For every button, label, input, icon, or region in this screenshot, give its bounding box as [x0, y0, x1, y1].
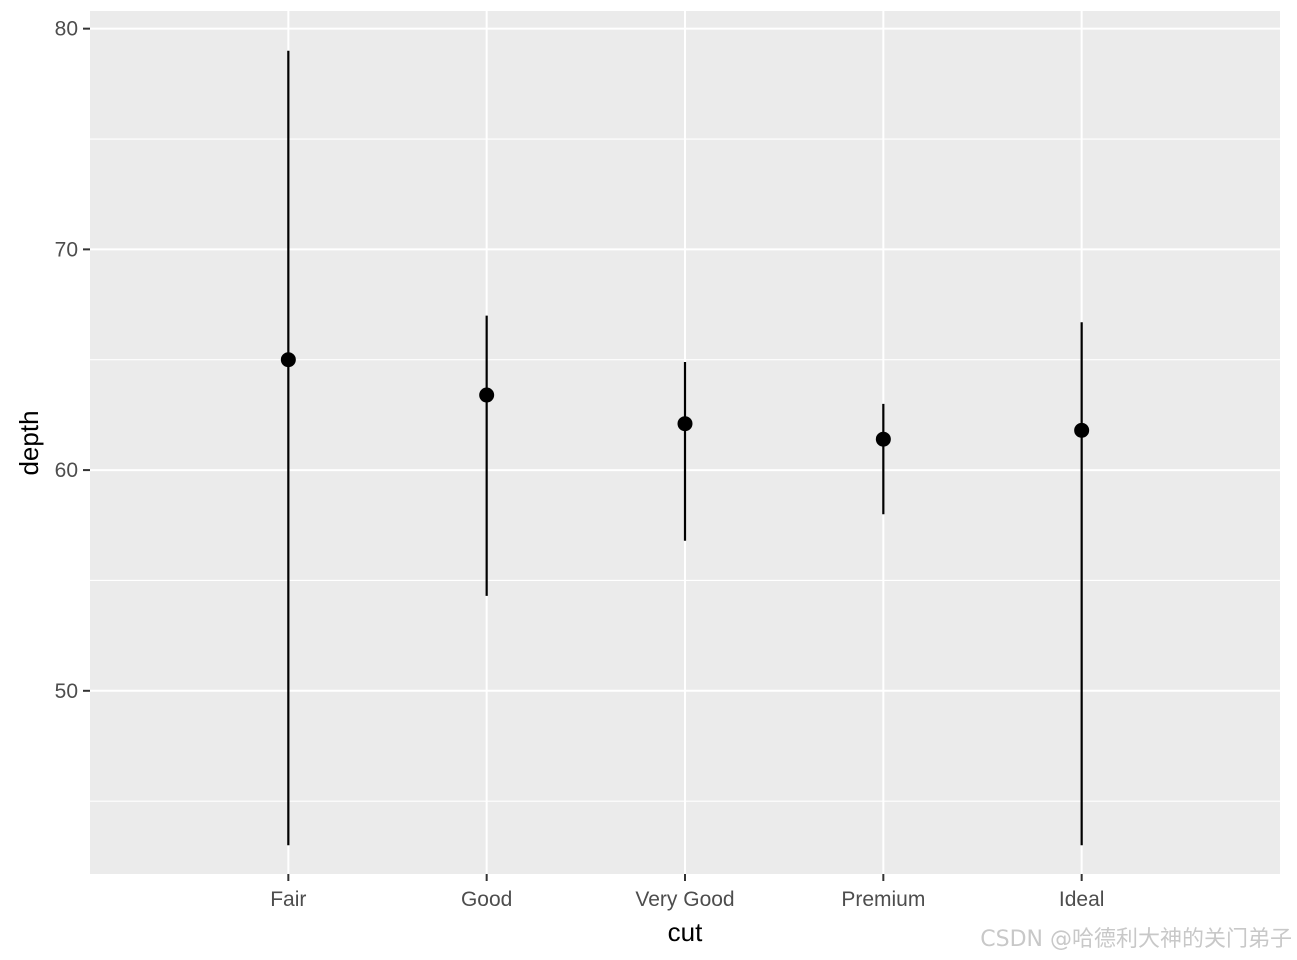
x-axis: Fair Good Very Good Premium Ideal [270, 874, 1104, 911]
y-tick-label: 50 [55, 680, 78, 703]
y-axis: 50 60 70 80 [55, 18, 90, 703]
x-tick-label: Very Good [635, 888, 734, 911]
x-tick-label: Fair [270, 888, 306, 911]
watermark: CSDN @哈德利大神的关门弟子 [980, 927, 1292, 952]
marks [280, 50, 1090, 846]
y-axis-title: depth [14, 410, 44, 475]
mean-point [875, 431, 891, 447]
y-tick-label: 70 [55, 238, 78, 261]
mean-point [280, 352, 296, 368]
y-tick-label: 80 [55, 18, 78, 41]
mean-point [677, 416, 693, 432]
x-tick-label: Ideal [1059, 888, 1105, 911]
y-tick-label: 60 [55, 459, 78, 482]
x-tick-label: Good [461, 888, 512, 911]
x-axis-title: cut [668, 917, 703, 947]
x-tick-label: Premium [841, 888, 925, 911]
mean-point [479, 387, 495, 403]
mean-point [1074, 422, 1090, 438]
